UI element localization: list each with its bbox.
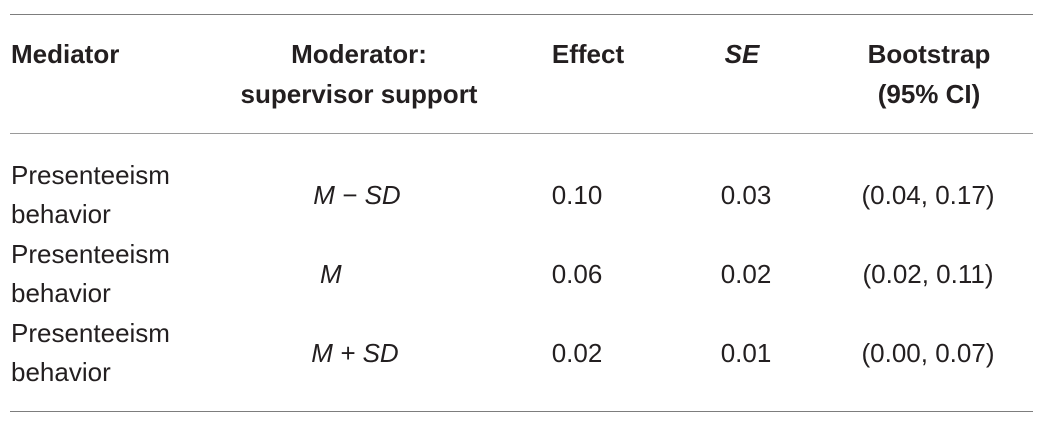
- header-bootstrap-line1: Bootstrap: [867, 39, 991, 69]
- bottom-rule: [10, 411, 1033, 412]
- mediator-cell-line2: behavior: [11, 357, 111, 387]
- header-bootstrap-line2: (95% CI): [877, 79, 981, 109]
- header-se: SE: [724, 39, 760, 69]
- mediator-cell-line2: behavior: [11, 278, 111, 308]
- header-rule: [10, 133, 1033, 134]
- moderator-cell: M + SD: [311, 338, 399, 368]
- mediator-cell-line2: behavior: [11, 199, 111, 229]
- effect-cell: 0.02: [551, 338, 603, 368]
- mediator-cell-line1: Presenteeism: [11, 239, 170, 269]
- ci-cell: (0.04, 0.17): [861, 180, 995, 210]
- header-moderator-line2: supervisor support: [240, 79, 478, 109]
- header-effect: Effect: [551, 39, 625, 69]
- moderator-cell: M: [320, 259, 342, 289]
- mediator-cell-line1: Presenteeism: [11, 318, 170, 348]
- ci-cell: (0.00, 0.07): [861, 338, 995, 368]
- moderator-cell: M − SD: [313, 180, 401, 210]
- effect-cell: 0.06: [551, 259, 603, 289]
- header-mediator: Mediator: [11, 39, 120, 69]
- se-cell: 0.02: [720, 259, 772, 289]
- effect-cell: 0.10: [551, 180, 603, 210]
- header-moderator-line1: Moderator:: [291, 39, 427, 69]
- ci-cell: (0.02, 0.11): [862, 259, 994, 289]
- se-cell: 0.01: [720, 338, 772, 368]
- top-rule: [10, 14, 1033, 15]
- mediator-cell-line1: Presenteeism: [11, 160, 170, 190]
- se-cell: 0.03: [720, 180, 772, 210]
